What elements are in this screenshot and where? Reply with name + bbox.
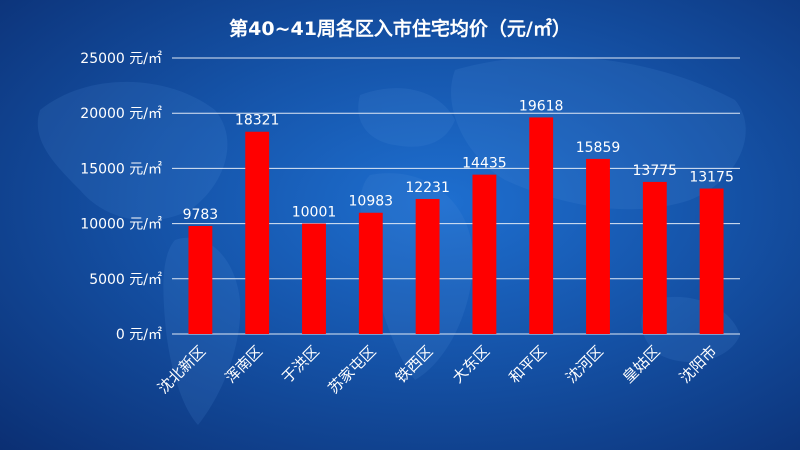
x-tick-label: 皇姑区 <box>619 342 664 387</box>
data-label: 12231 <box>405 180 450 196</box>
bar <box>586 158 610 334</box>
x-tick-label: 大东区 <box>449 342 494 387</box>
bar <box>302 223 326 334</box>
x-tick-label: 苏家屯区 <box>324 342 379 397</box>
x-tick-label: 沈河区 <box>562 342 607 387</box>
y-tick-label: 5000 元/㎡ <box>89 272 162 288</box>
data-label: 19618 <box>519 98 564 114</box>
y-tick-label: 20000 元/㎡ <box>80 106 162 122</box>
data-label: 13175 <box>689 170 734 186</box>
data-label: 13775 <box>633 163 678 179</box>
bar <box>188 225 213 334</box>
bar <box>699 188 724 334</box>
bar <box>472 174 497 334</box>
bar <box>358 212 383 334</box>
data-label: 9783 <box>183 207 219 223</box>
data-label: 10001 <box>292 205 337 221</box>
x-tick-label: 于洪区 <box>278 342 323 387</box>
y-tick-label: 15000 元/㎡ <box>80 161 162 177</box>
y-tick-label: 10000 元/㎡ <box>80 217 162 233</box>
y-tick-label: 25000 元/㎡ <box>80 51 162 67</box>
data-label: 14435 <box>462 156 507 172</box>
bar <box>245 131 270 334</box>
data-label: 18321 <box>235 113 280 129</box>
bar <box>642 181 667 334</box>
chart-title: 第40~41周各区入市住宅均价（元/㎡） <box>229 17 571 40</box>
y-tick-label: 0 元/㎡ <box>116 327 162 343</box>
bar <box>415 198 440 334</box>
bar <box>529 117 554 334</box>
data-label: 10983 <box>349 194 394 210</box>
data-label: 15859 <box>576 140 621 156</box>
x-tick-label: 和平区 <box>505 342 550 387</box>
